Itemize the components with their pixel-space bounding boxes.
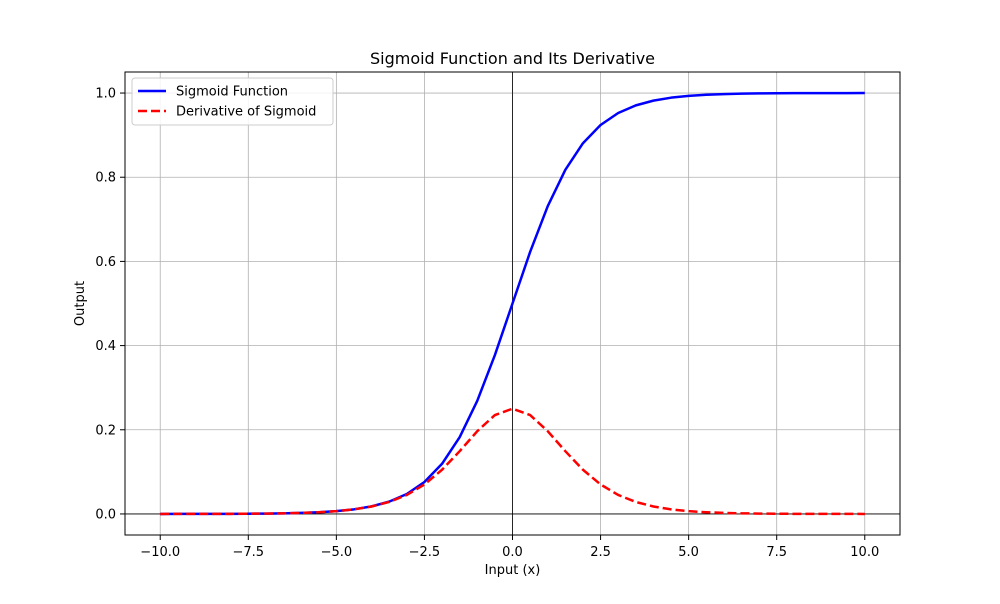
y-axis-label: Output (73, 281, 88, 326)
x-tick-label: 2.5 (590, 545, 611, 560)
x-tick-label: 7.5 (766, 545, 787, 560)
x-tick-label: −5.0 (321, 545, 353, 560)
y-tick-label: 0.0 (95, 507, 116, 522)
chart-title: Sigmoid Function and Its Derivative (370, 49, 655, 68)
x-axis-label: Input (x) (485, 563, 541, 578)
derivative-line (160, 407, 865, 516)
y-tick-label: 0.8 (95, 171, 116, 186)
legend-label-derivative: Derivative of Sigmoid (176, 105, 316, 120)
legend-label-sigmoid: Sigmoid Function (176, 85, 288, 100)
series-lines (160, 91, 865, 516)
y-tick-label: 0.6 (95, 255, 116, 270)
x-tick-label: 10.0 (850, 545, 879, 560)
legend: Sigmoid Function Derivative of Sigmoid (131, 77, 334, 126)
y-tick-label: 0.4 (95, 339, 116, 354)
x-tick-label: 0.0 (502, 545, 523, 560)
y-tick-label: 1.0 (95, 87, 116, 102)
x-tick-label: −2.5 (409, 545, 441, 560)
legend-box (131, 77, 334, 126)
x-tick-label: −10.0 (140, 545, 180, 560)
axis-ticks: −10.0 −7.5 −5.0 −2.5 0.0 2.5 5.0 7.5 10.0 0.0 0.2 0… (95, 87, 879, 560)
y-tick-label: 0.2 (95, 423, 116, 438)
x-tick-label: −7.5 (233, 545, 265, 560)
x-tick-label: 5.0 (678, 545, 699, 560)
